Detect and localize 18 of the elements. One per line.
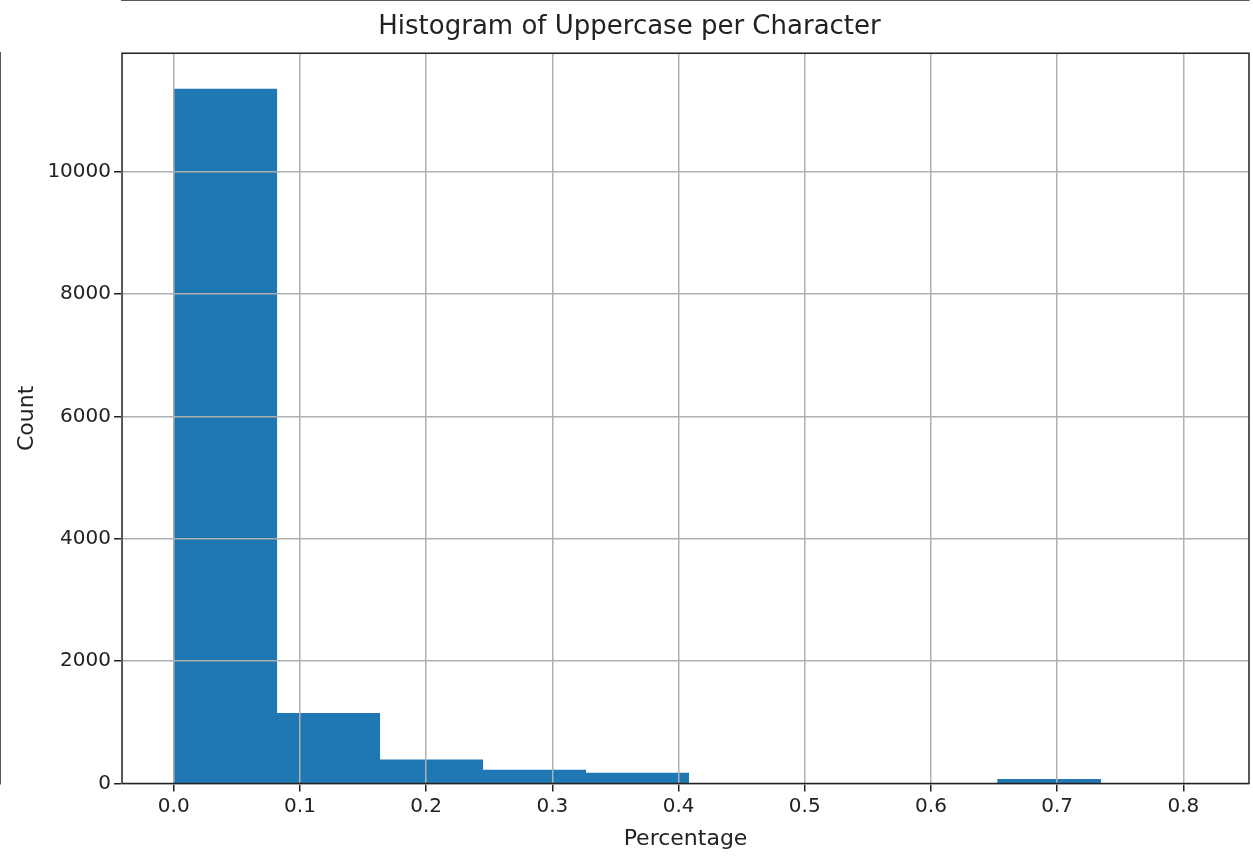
- x-tick-label: 0.7: [1041, 792, 1074, 817]
- y-tick-label: 6000: [60, 402, 112, 427]
- y-tick-label: 4000: [60, 525, 112, 550]
- x-tick-label: 0.1: [284, 792, 316, 817]
- x-axis-title: Percentage: [623, 824, 748, 850]
- x-tick-label: 0.3: [536, 792, 569, 817]
- y-tick-label: 8000: [60, 280, 112, 305]
- x-tick-label: 0.6: [915, 792, 947, 817]
- y-tick-label: 2000: [60, 647, 112, 672]
- y-tick-label: 0: [98, 769, 112, 794]
- x-tick-label: 0.2: [410, 792, 443, 817]
- y-axis-title: Count: [12, 385, 38, 452]
- x-tick-label: 0.0: [157, 792, 190, 817]
- y-tick-label: 10000: [47, 157, 112, 182]
- x-tick-label: 0.5: [788, 792, 821, 817]
- x-tick-label: 0.4: [662, 792, 695, 817]
- x-tick-label: 0.8: [1167, 792, 1200, 817]
- chart-title: Histogram of Uppercase per Character: [378, 10, 882, 41]
